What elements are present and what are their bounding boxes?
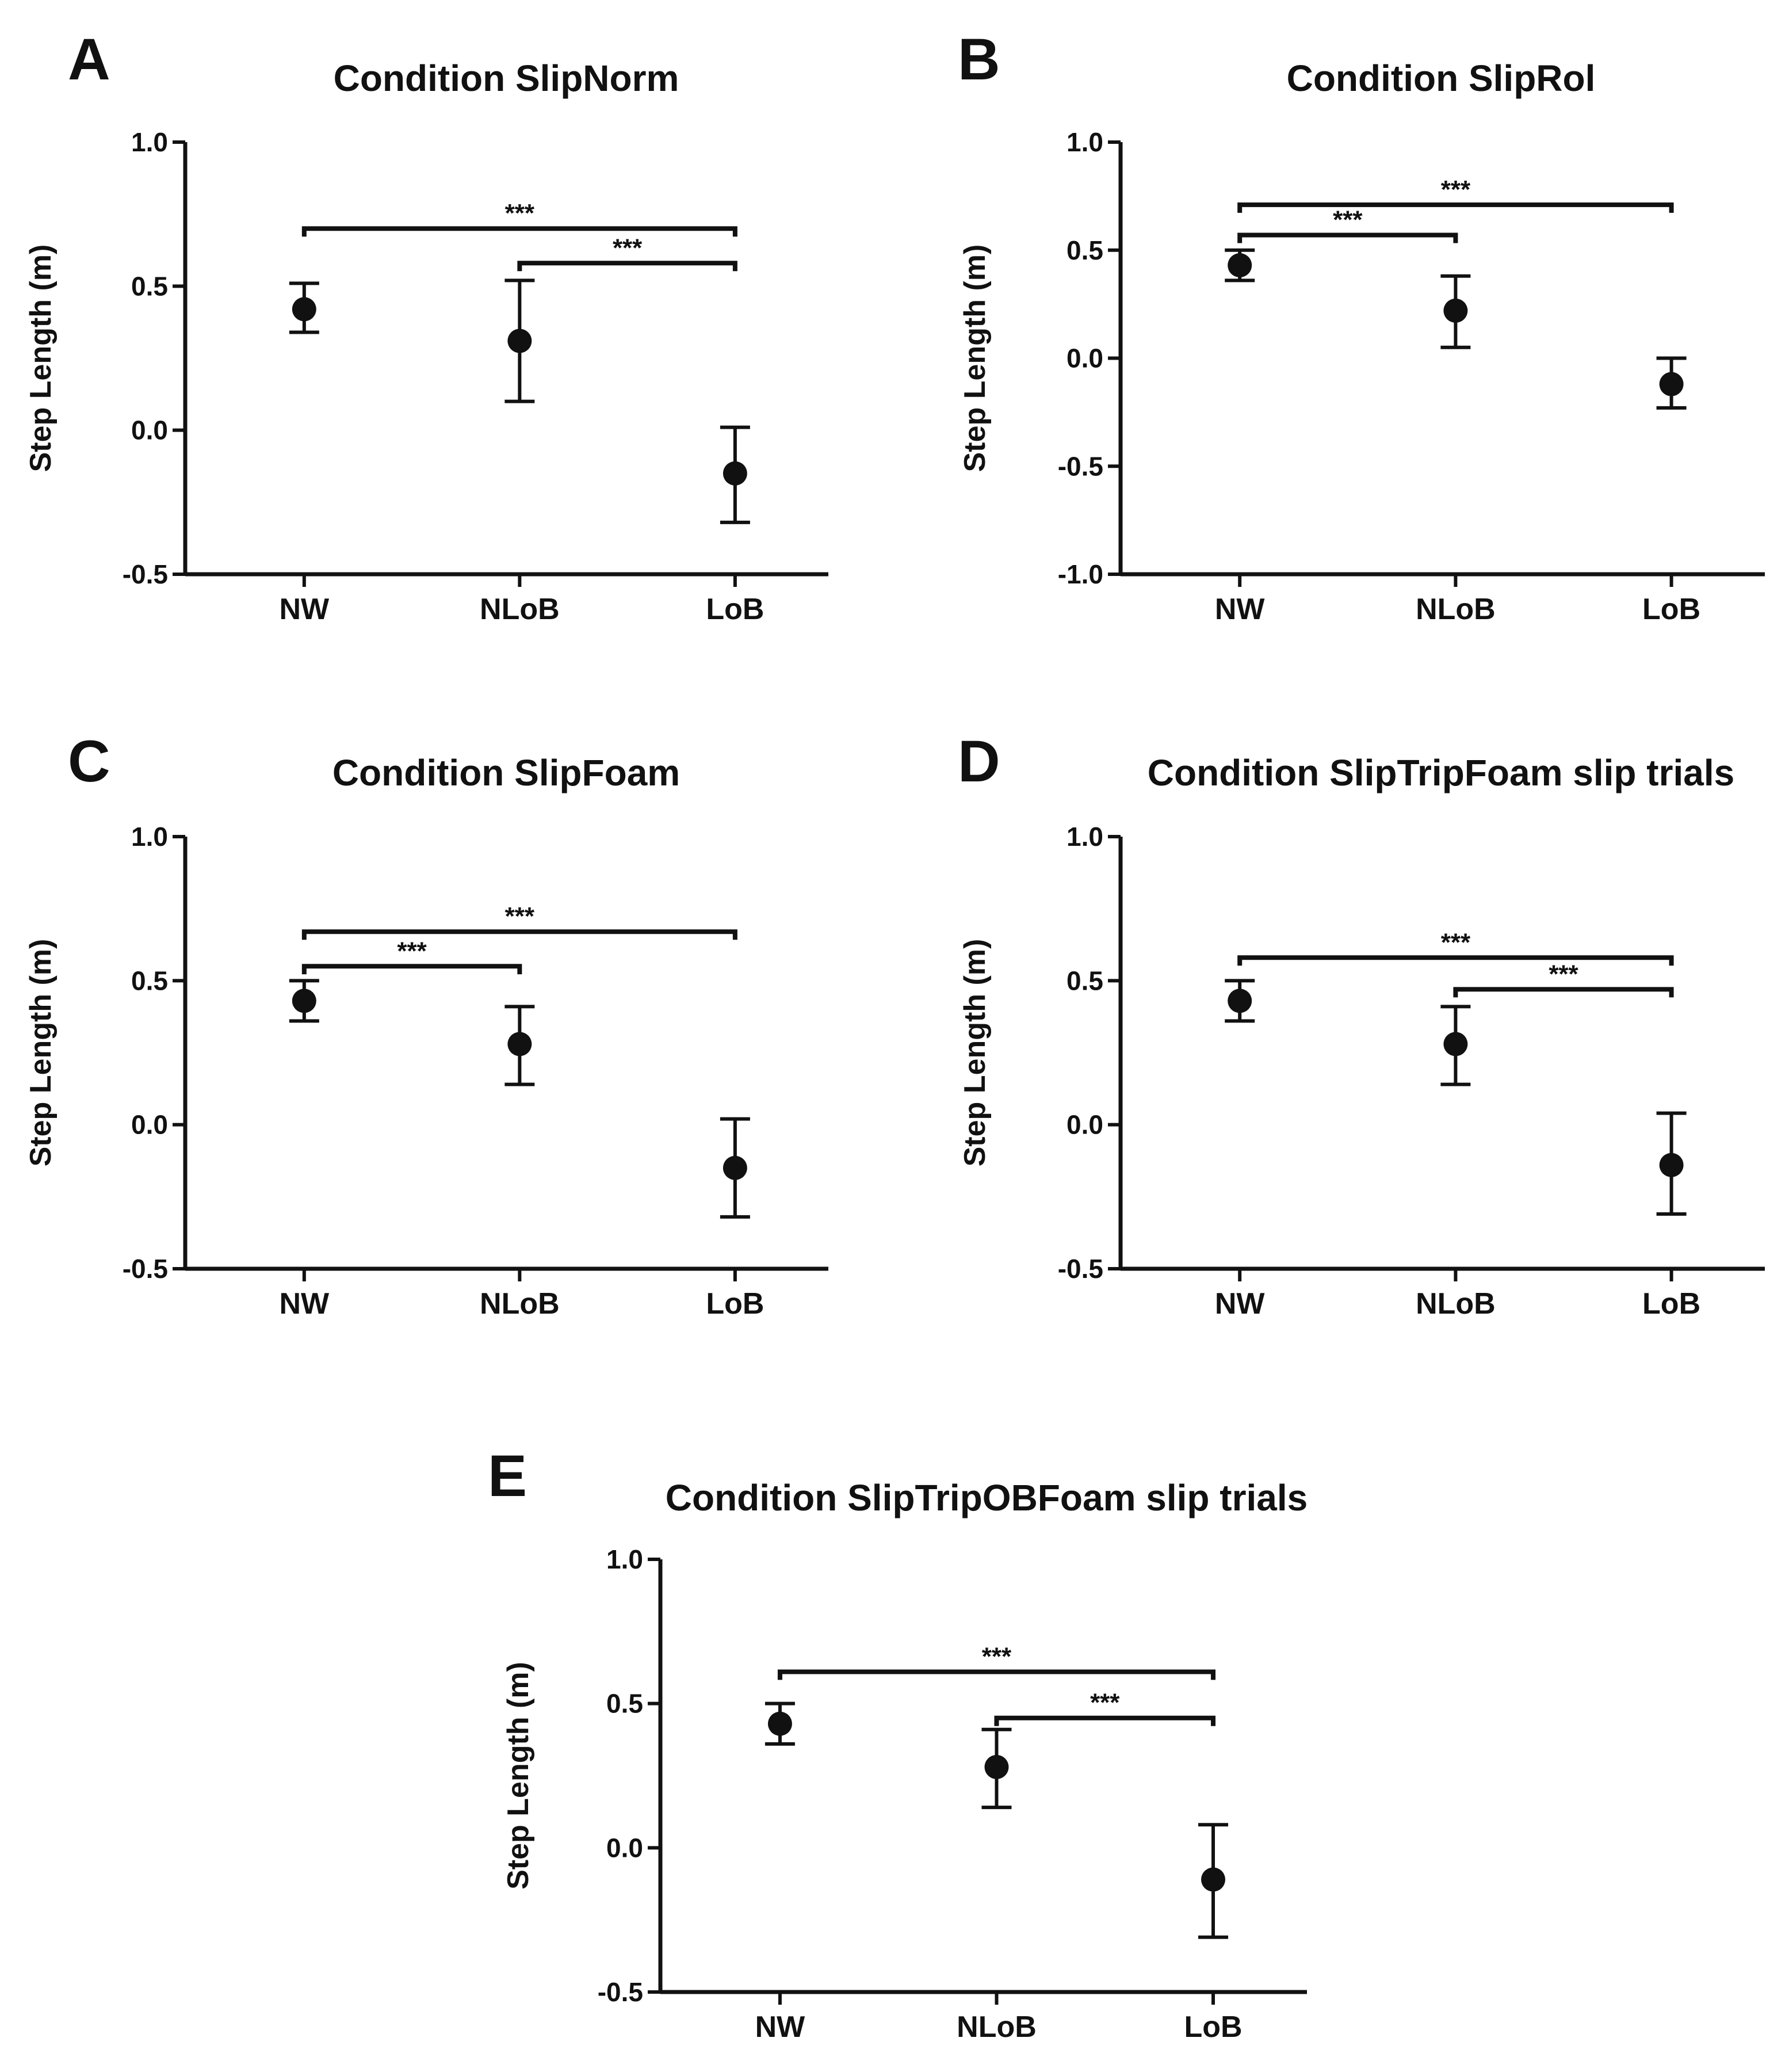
y-axis-label: Step Length (m)	[958, 245, 992, 472]
y-axis-label: Step Length (m)	[24, 939, 58, 1167]
chart-title: Condition SlipTripOBFoam slip trials	[666, 1477, 1308, 1518]
x-tick-label: NW	[280, 1287, 330, 1321]
y-tick-label: -0.5	[123, 559, 168, 589]
y-tick-label: 0.5	[131, 966, 168, 995]
significance-bracket	[1237, 955, 1674, 966]
data-point	[723, 1155, 747, 1180]
significance-label: ***	[1333, 205, 1363, 234]
y-tick-label: 1.0	[1066, 127, 1103, 157]
x-tick-label: NLoB	[480, 1287, 560, 1321]
panel-letter: A	[68, 26, 110, 92]
data-point	[292, 989, 316, 1013]
y-axis-label: Step Length (m)	[958, 939, 992, 1167]
significance-label: ***	[1441, 928, 1471, 956]
significance-label: ***	[505, 902, 535, 930]
data-point	[507, 1032, 532, 1056]
chart-title: Condition SlipNorm	[334, 58, 679, 99]
x-tick-label: LoB	[706, 1287, 764, 1321]
data-point	[1228, 253, 1252, 278]
significance-bracket	[1453, 987, 1674, 998]
data-point	[984, 1754, 1009, 1779]
panel-b: B Condition SlipRol -1.0 -0.5 0.0 0.5 1.0 NW NLo…	[958, 26, 1765, 626]
panel-c: C Condition SlipFoam -0.5 0.0 0.5 1.0 NW NLoB Lo…	[24, 728, 828, 1321]
y-tick-label: 0.0	[606, 1833, 643, 1863]
x-tick-label: LoB	[1184, 2010, 1242, 2044]
panel-letter: D	[958, 728, 1000, 794]
significance-bracket	[301, 226, 737, 237]
y-tick-label: 0.0	[1066, 1110, 1103, 1140]
y-tick-label: 0.5	[606, 1689, 643, 1719]
data-point	[1228, 989, 1252, 1013]
significance-label: ***	[397, 937, 427, 965]
y-tick-label: -0.5	[1058, 1254, 1103, 1284]
panel-e: E Condition SlipTripOBFoam slip trials -0.…	[488, 1443, 1308, 2044]
x-tick-label: NW	[1215, 593, 1266, 626]
y-tick-label: 1.0	[606, 1544, 643, 1574]
significance-bracket	[301, 929, 737, 940]
panel-letter: E	[488, 1443, 527, 1509]
x-tick-label: NLoB	[957, 2010, 1037, 2044]
x-tick-label: LoB	[706, 593, 764, 626]
panel-d: D Condition SlipTripFoam slip trials -0.5 0…	[958, 728, 1765, 1321]
y-tick-label: 0.5	[1066, 966, 1103, 995]
chart-title: Condition SlipFoam	[332, 752, 680, 793]
y-axis-label: Step Length (m)	[24, 245, 58, 472]
significance-label: ***	[505, 199, 535, 227]
significance-label: ***	[1549, 960, 1578, 988]
x-tick-label: NLoB	[480, 593, 560, 626]
y-axis-label: Step Length (m)	[502, 1662, 535, 1890]
data-point	[1659, 1153, 1684, 1177]
x-tick-label: NW	[280, 593, 330, 626]
significance-bracket	[301, 964, 522, 975]
panel-letter: B	[958, 26, 1000, 92]
significance-label: ***	[613, 234, 643, 262]
x-tick-label: NW	[755, 2010, 806, 2044]
data-point	[1201, 1867, 1226, 1892]
panel-a: A Condition SlipNorm -0.5 0.0 0.5 1.0 NW NLoB Lo…	[24, 26, 828, 626]
y-tick-label: 1.0	[131, 127, 168, 157]
x-tick-label: LoB	[1642, 1287, 1700, 1321]
y-tick-label: -0.5	[1058, 451, 1103, 481]
y-tick-label: -0.5	[123, 1254, 168, 1284]
data-point	[1443, 298, 1468, 323]
data-point	[1443, 1032, 1468, 1056]
y-tick-label: 0.0	[131, 1110, 168, 1140]
x-tick-label: NLoB	[1416, 593, 1496, 626]
data-point	[723, 461, 747, 486]
data-point	[292, 297, 316, 322]
chart-title: Condition SlipRol	[1287, 58, 1596, 99]
y-tick-label: 0.0	[131, 415, 168, 445]
y-tick-label: 1.0	[131, 822, 168, 852]
chart-title: Condition SlipTripFoam slip trials	[1148, 752, 1735, 793]
y-tick-label: -0.5	[598, 1977, 643, 2007]
data-point	[1659, 372, 1684, 396]
significance-label: ***	[982, 1643, 1012, 1671]
panel-letter: C	[68, 728, 110, 794]
significance-bracket	[1237, 232, 1458, 243]
data-point	[507, 329, 532, 353]
significance-bracket	[517, 261, 737, 272]
y-tick-label: 0.5	[1066, 235, 1103, 265]
x-tick-label: LoB	[1642, 593, 1700, 626]
significance-bracket	[777, 1669, 1216, 1680]
y-tick-label: 0.5	[131, 271, 168, 301]
significance-label: ***	[1090, 1689, 1120, 1717]
significance-bracket	[994, 1715, 1216, 1726]
x-tick-label: NW	[1215, 1287, 1266, 1321]
significance-bracket	[1237, 202, 1674, 213]
x-tick-label: NLoB	[1416, 1287, 1496, 1321]
significance-label: ***	[1441, 175, 1471, 204]
y-tick-label: 1.0	[1066, 822, 1103, 852]
y-tick-label: 0.0	[1066, 344, 1103, 373]
y-tick-label: -1.0	[1058, 559, 1103, 589]
data-point	[767, 1711, 792, 1736]
